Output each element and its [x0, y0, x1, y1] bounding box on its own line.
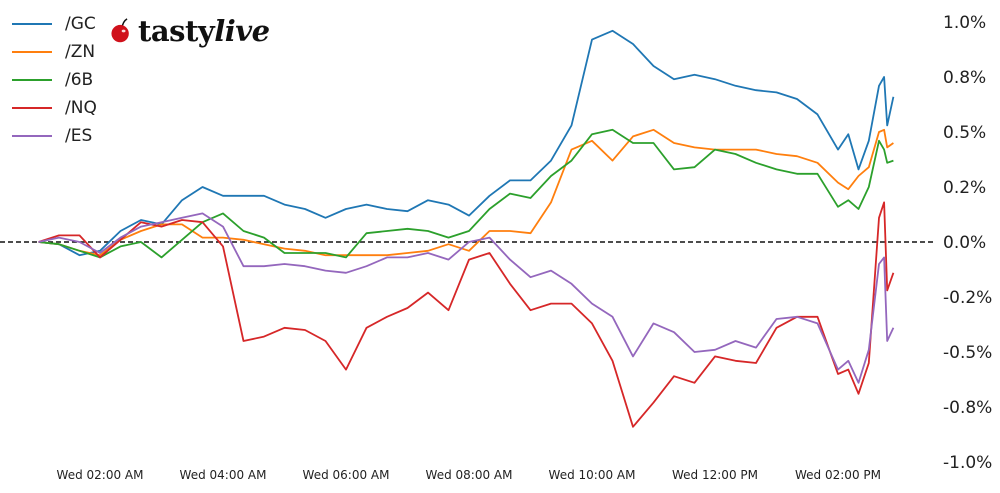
series-line-zn	[38, 128, 894, 257]
x-tick-label: Wed 08:00 AM	[426, 468, 513, 482]
legend-swatch	[12, 79, 52, 81]
legend-item-es: /ES	[12, 122, 97, 150]
y-tick-label: -0.8%	[943, 398, 992, 418]
legend-item-6b: /6B	[12, 66, 97, 94]
y-tick-label: 0.5%	[943, 123, 986, 143]
x-tick-label: Wed 02:00 AM	[57, 468, 144, 482]
y-tick-label: -0.5%	[943, 343, 992, 363]
legend-swatch	[12, 51, 52, 53]
x-tick-label: Wed 02:00 PM	[795, 468, 881, 482]
legend-swatch	[12, 107, 52, 109]
legend-item-nq: /NQ	[12, 94, 97, 122]
logo-text: tastylive	[138, 14, 270, 48]
legend-label: /NQ	[65, 98, 97, 118]
x-axis: Wed 02:00 AM Wed 04:00 AM Wed 06:00 AM Wed …	[57, 468, 881, 482]
x-tick-label: Wed 12:00 PM	[672, 468, 758, 482]
legend-label: /ZN	[65, 42, 96, 62]
legend-label: /ES	[65, 126, 93, 146]
y-tick-label: -0.2%	[943, 288, 992, 308]
series-line-gc	[38, 29, 895, 257]
x-tick-label: Wed 04:00 AM	[180, 468, 267, 482]
legend-swatch	[12, 135, 52, 137]
legend: /GC /ZN /6B /NQ /ES	[12, 10, 97, 150]
series-line-es	[38, 212, 895, 384]
series-layer	[38, 29, 895, 428]
logo-text-live: live	[214, 14, 270, 48]
legend-label: /GC	[65, 14, 96, 34]
y-tick-label: 0.0%	[943, 233, 986, 253]
legend-item-zn: /ZN	[12, 38, 97, 66]
tastylive-logo: tastylive	[108, 14, 270, 48]
series-line-6b	[38, 128, 894, 259]
series-line-nq	[38, 201, 895, 428]
x-tick-label: Wed 06:00 AM	[303, 468, 390, 482]
y-tick-label: 1.0%	[943, 13, 986, 33]
legend-label: /6B	[65, 70, 94, 90]
legend-swatch	[12, 23, 52, 25]
cherry-icon	[111, 18, 129, 43]
y-axis: 1.0% 0.8% 0.5% 0.2% 0.0% -0.2% -0.5% -0.8% -1.0%	[943, 13, 992, 473]
x-tick-label: Wed 10:00 AM	[549, 468, 636, 482]
logo-text-tasty: tasty	[138, 14, 215, 48]
y-tick-label: 0.2%	[943, 178, 986, 198]
legend-item-gc: /GC	[12, 10, 97, 38]
y-tick-label: -1.0%	[943, 453, 992, 473]
y-tick-label: 0.8%	[943, 68, 986, 88]
